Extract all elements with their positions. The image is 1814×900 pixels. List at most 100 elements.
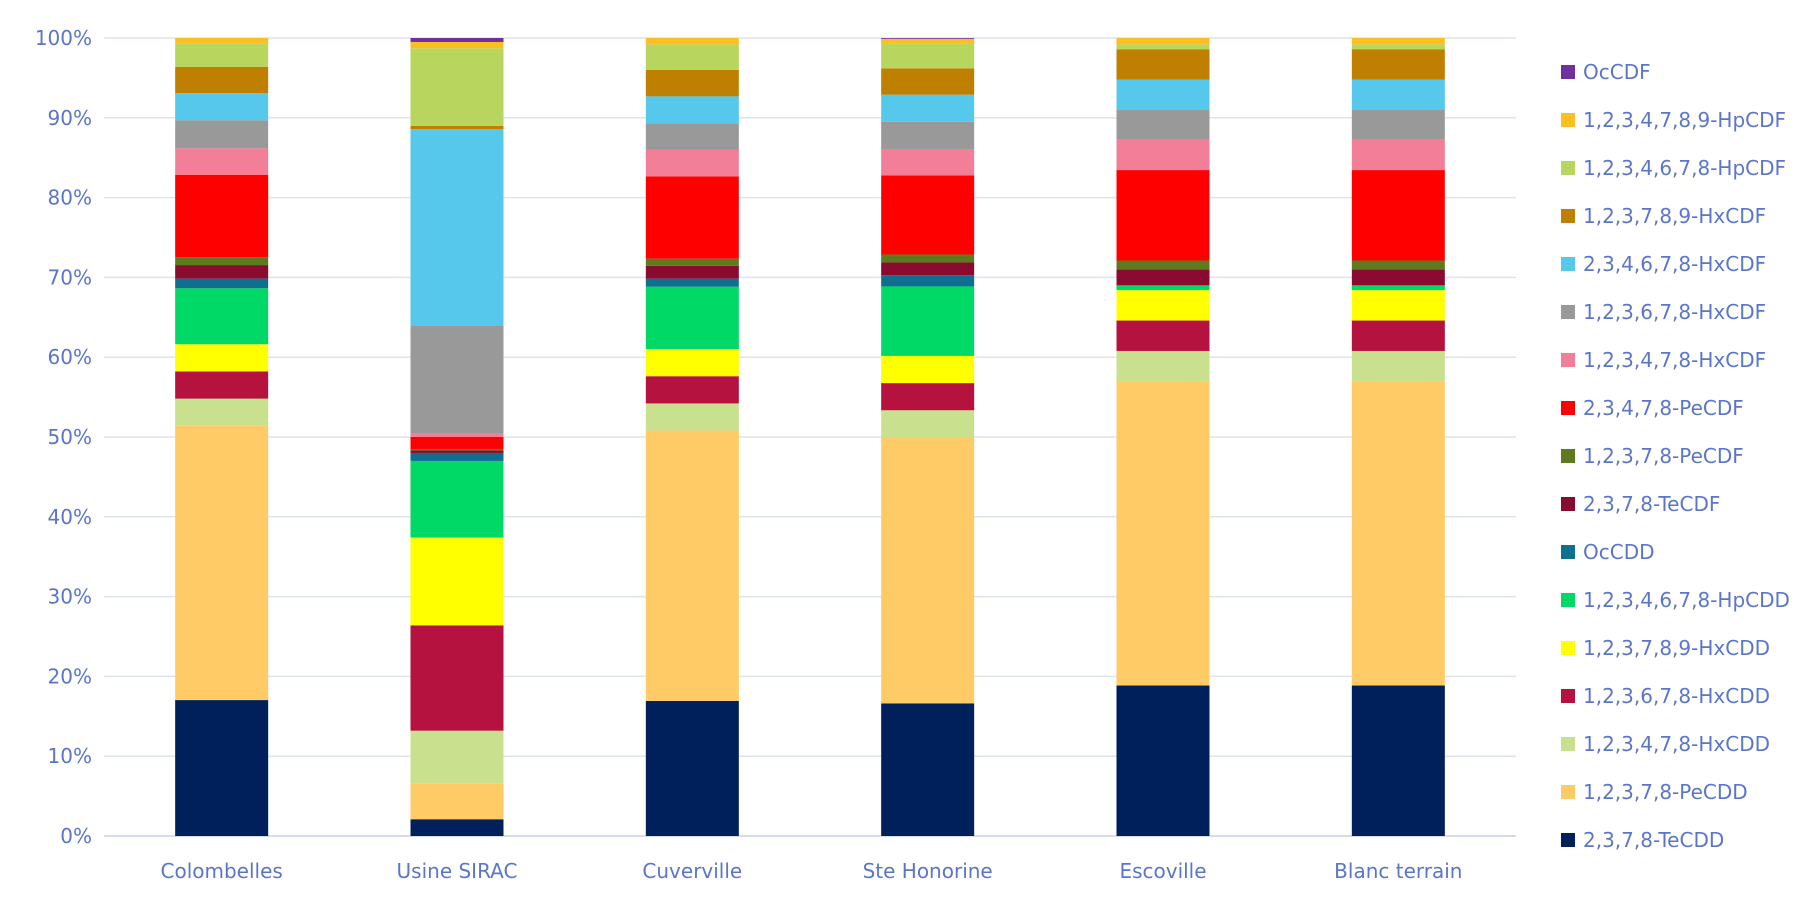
bar-segment: [645, 44, 739, 70]
bar-segment: [1351, 79, 1445, 110]
legend-item: 1,2,3,4,7,8-HxCDD: [1561, 732, 1770, 756]
bar-segment: [410, 625, 504, 731]
bar-segment: [881, 38, 975, 44]
legend: OcCDF 1,2,3,4,7,8,9-HpCDF 1,2,3,4,6,7,8-Hp…: [1561, 60, 1790, 852]
legend-label: 1,2,3,4,7,8-HxCDD: [1583, 732, 1770, 756]
y-tick-label: 70%: [48, 265, 92, 289]
legend-item: 1,2,3,4,6,7,8-HpCDD: [1561, 588, 1790, 612]
legend-item: OcCDF: [1561, 60, 1651, 84]
bar-segment: [1116, 320, 1210, 351]
bar-segment: [1116, 38, 1210, 45]
legend-swatch: [1561, 305, 1575, 319]
bar-segment: [881, 383, 975, 411]
bar-segment: [1351, 290, 1445, 321]
legend-label: 1,2,3,7,8,9-HxCDF: [1583, 204, 1766, 228]
bar-segment: [881, 355, 975, 384]
bar-segment: [175, 120, 269, 149]
bar-segment: [175, 148, 269, 175]
legend-item: 1,2,3,6,7,8-HxCDF: [1561, 300, 1766, 324]
legend-label: 1,2,3,6,7,8-HxCDF: [1583, 300, 1766, 324]
bar-segment: [881, 94, 975, 122]
bar-segment: [881, 254, 975, 263]
bar-segment: [1351, 109, 1445, 140]
legend-label: 1,2,3,4,6,7,8-HpCDD: [1583, 588, 1790, 612]
y-tick-label: 60%: [48, 345, 92, 369]
bar-segment: [645, 265, 739, 279]
bar-segment: [175, 38, 269, 44]
y-tick-label: 20%: [48, 664, 92, 688]
bar-segment: [1116, 350, 1210, 382]
bar-segment: [645, 430, 739, 701]
bar-segment: [175, 174, 269, 258]
legend-label: 1,2,3,4,6,7,8-HpCDF: [1583, 156, 1786, 180]
bar-segment: [645, 123, 739, 150]
legend-swatch: [1561, 785, 1575, 799]
legend-swatch: [1561, 257, 1575, 271]
bars: [175, 38, 1445, 836]
bar-segment: [1116, 269, 1210, 286]
bar-segment: [645, 258, 739, 266]
bar-segment: [1116, 139, 1210, 171]
bar-segment: [175, 257, 269, 266]
bar-segment: [881, 38, 975, 39]
legend-item: 1,2,3,7,8-PeCDD: [1561, 780, 1748, 804]
bar-segment: [410, 730, 504, 784]
legend-swatch: [1561, 593, 1575, 607]
bar-segment: [410, 460, 504, 538]
bar-segment: [410, 450, 504, 453]
bar-segment: [645, 403, 739, 431]
legend-item: 1,2,3,7,8-PeCDF: [1561, 444, 1744, 468]
legend-label: 1,2,3,7,8-PeCDF: [1583, 444, 1744, 468]
legend-item: 1,2,3,6,7,8-HxCDD: [1561, 684, 1770, 708]
bar-segment: [1351, 350, 1445, 382]
bar-segment: [175, 344, 269, 372]
bar-segment: [175, 425, 269, 701]
bar-segment: [881, 43, 975, 69]
bar-segment: [410, 448, 504, 451]
bar-segment: [1116, 170, 1210, 261]
bar-segment: [1116, 260, 1210, 270]
bar-segment: [1351, 139, 1445, 171]
x-axis: Colombelles Usine SIRAC Cuverville Ste Hono…: [161, 859, 1463, 883]
bar-segment: [175, 265, 269, 279]
bar-segment: [410, 537, 504, 626]
bar-segment: [410, 437, 504, 449]
bar-segment: [1351, 44, 1445, 50]
bar-segment: [1351, 260, 1445, 270]
legend-label: 1,2,3,7,8,9-HxCDD: [1583, 636, 1770, 660]
bar-segment: [1116, 109, 1210, 140]
legend-label: 2,3,4,6,7,8-HxCDF: [1583, 252, 1766, 276]
legend-item: 1,2,3,4,7,8-HxCDF: [1561, 348, 1766, 372]
x-tick-label: Escoville: [1119, 859, 1206, 883]
legend-label: 2,3,7,8-TeCDD: [1583, 828, 1724, 852]
bar-segment: [1351, 685, 1445, 836]
bar-segment: [881, 437, 975, 704]
legend-label: 1,2,3,4,7,8,9-HpCDF: [1583, 108, 1786, 132]
bar-segment: [410, 819, 504, 836]
bar-segment: [1351, 269, 1445, 286]
bar-segment: [410, 41, 504, 49]
bar-segment: [1351, 320, 1445, 351]
y-tick-label: 50%: [48, 425, 92, 449]
y-tick-label: 90%: [48, 106, 92, 130]
legend-swatch: [1561, 737, 1575, 751]
bar-segment: [410, 433, 504, 437]
bar-segment: [175, 93, 269, 121]
bar-segment: [175, 278, 269, 289]
y-tick-label: 10%: [48, 744, 92, 768]
bar-segment: [1116, 285, 1210, 291]
bar-segment: [175, 43, 269, 67]
legend-swatch: [1561, 641, 1575, 655]
y-tick-label: 30%: [48, 585, 92, 609]
x-tick-label: Colombelles: [161, 859, 283, 883]
bar-segment: [645, 700, 739, 836]
legend-swatch: [1561, 113, 1575, 127]
bar-segment: [410, 125, 504, 129]
bar-segment: [645, 149, 739, 177]
bar-segment: [175, 398, 269, 426]
bar-segment: [1116, 49, 1210, 80]
legend-item: 2,3,4,7,8-PeCDF: [1561, 396, 1744, 420]
legend-swatch: [1561, 353, 1575, 367]
legend-swatch: [1561, 689, 1575, 703]
bar-segment: [645, 176, 739, 259]
